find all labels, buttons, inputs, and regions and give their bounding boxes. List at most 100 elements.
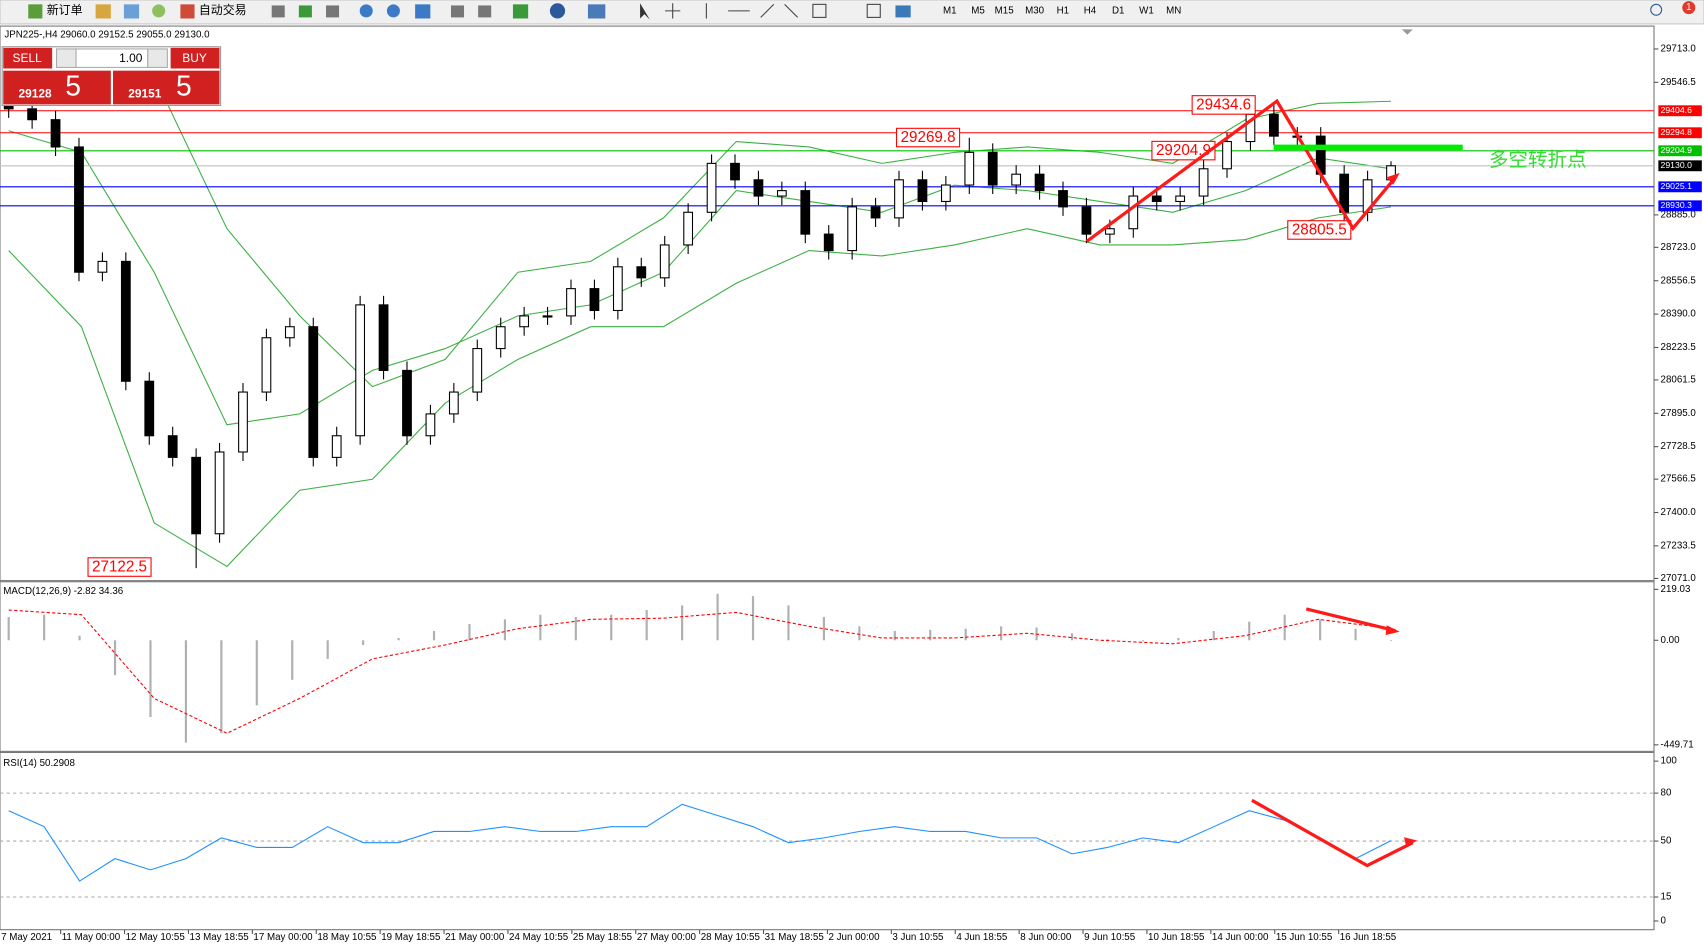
timeframe-button[interactable]: M30 bbox=[1025, 5, 1045, 16]
level-tag bbox=[1658, 105, 1702, 117]
tool-icon[interactable] bbox=[866, 3, 881, 18]
candle-body bbox=[1128, 195, 1139, 230]
x-tick-label: 7 May 2021 bbox=[1, 932, 52, 943]
y-tick-label: 27728.5 bbox=[1661, 441, 1697, 452]
price-annotation: 29434.6 bbox=[1196, 96, 1251, 113]
x-tick-label: 28 May 10:55 bbox=[701, 932, 761, 943]
level-label: 29404.6 bbox=[1661, 105, 1693, 115]
candle-body bbox=[284, 326, 295, 339]
candle-body bbox=[1011, 173, 1022, 186]
tool-icon[interactable] bbox=[512, 4, 529, 19]
new-order-button[interactable]: 新订单 bbox=[47, 2, 83, 17]
level-label: 28930.3 bbox=[1661, 200, 1693, 210]
level-label: 29204.9 bbox=[1661, 145, 1693, 155]
y-tick-label: 27895.0 bbox=[1661, 408, 1697, 419]
x-tick-label: 21 May 00:00 bbox=[445, 932, 505, 943]
candle-body bbox=[472, 348, 483, 393]
y-tick-label: 28556.5 bbox=[1661, 275, 1697, 286]
tool-icon[interactable] bbox=[326, 5, 340, 18]
price-annotation: 27122.5 bbox=[92, 559, 147, 576]
search-icon[interactable] bbox=[1650, 3, 1663, 16]
tool-icon[interactable] bbox=[415, 4, 431, 19]
level-tag bbox=[1658, 200, 1702, 212]
candle-body bbox=[1268, 113, 1279, 137]
tool-icon[interactable] bbox=[705, 3, 799, 19]
timeframe-button[interactable]: MN bbox=[1166, 5, 1181, 16]
volume-up[interactable] bbox=[147, 48, 168, 68]
candle-body bbox=[987, 151, 998, 186]
candle-body bbox=[1081, 206, 1092, 235]
x-tick-label: 16 Jun 18:55 bbox=[1340, 932, 1397, 943]
buy-button[interactable] bbox=[170, 47, 220, 69]
price-annotation: 28805.5 bbox=[1292, 222, 1347, 239]
auto-trading-icon[interactable] bbox=[180, 4, 195, 19]
sell-price: 29128 bbox=[18, 87, 52, 101]
buy-price-button[interactable] bbox=[113, 70, 220, 105]
candle-body bbox=[1034, 173, 1045, 192]
candle-body bbox=[27, 108, 38, 121]
candle-body bbox=[566, 288, 576, 317]
sell-price-button[interactable] bbox=[3, 70, 111, 105]
x-tick-label: 13 May 18:55 bbox=[190, 932, 250, 943]
candle-body bbox=[214, 451, 225, 535]
tool-icon[interactable] bbox=[359, 4, 373, 18]
tool-icon[interactable] bbox=[812, 3, 827, 18]
tool-icon[interactable] bbox=[386, 4, 400, 18]
candle-body bbox=[589, 288, 600, 312]
volume-down[interactable] bbox=[55, 48, 77, 68]
tool-icon[interactable] bbox=[549, 3, 566, 19]
level-label: 29294.8 bbox=[1661, 127, 1693, 137]
candle-body bbox=[659, 244, 670, 279]
x-tick-label: 2 Jun 00:00 bbox=[829, 932, 881, 943]
rsi-title: RSI(14) 50.2908 bbox=[3, 758, 75, 769]
tool-icon[interactable] bbox=[123, 4, 140, 19]
x-tick-label: 17 May 00:00 bbox=[253, 932, 313, 943]
candle-body bbox=[1175, 195, 1186, 203]
price-annotation: 29204.9 bbox=[1156, 142, 1211, 159]
tool-icon[interactable] bbox=[478, 5, 492, 18]
y-tick-label: 27400.0 bbox=[1661, 507, 1697, 518]
candle-body bbox=[823, 233, 834, 252]
candle-body bbox=[964, 151, 975, 186]
candle-body bbox=[261, 337, 272, 393]
timeframe-button[interactable]: H1 bbox=[1057, 5, 1069, 16]
tool-icon[interactable] bbox=[665, 3, 681, 19]
timeframe-button[interactable]: H4 bbox=[1084, 5, 1097, 16]
tool-icon[interactable] bbox=[450, 5, 465, 18]
x-tick-label: 27 May 00:00 bbox=[637, 932, 697, 943]
tool-icon[interactable] bbox=[95, 4, 111, 19]
y-tick-label: 29546.5 bbox=[1661, 77, 1697, 88]
candle-body bbox=[1104, 228, 1115, 235]
candle-body bbox=[636, 266, 647, 279]
y-tick-label: -449.71 bbox=[1661, 739, 1694, 750]
x-tick-label: 11 May 00:00 bbox=[62, 932, 121, 943]
notification-badge[interactable] bbox=[1682, 1, 1696, 15]
auto-trading-button[interactable]: 自动交易 bbox=[199, 2, 247, 17]
sell-button[interactable] bbox=[3, 47, 53, 69]
timeframe-button[interactable]: M15 bbox=[995, 5, 1015, 16]
timeframe-button[interactable]: D1 bbox=[1112, 5, 1124, 16]
level-label: 29025.1 bbox=[1661, 181, 1693, 191]
price-annotation-box bbox=[87, 557, 152, 577]
candle-body bbox=[448, 391, 459, 415]
arrow-head bbox=[1404, 837, 1418, 848]
tool-icon[interactable] bbox=[587, 4, 606, 19]
tool-icon[interactable] bbox=[152, 4, 166, 18]
timeframe-button[interactable]: W1 bbox=[1139, 5, 1154, 16]
candle-body bbox=[167, 435, 178, 458]
x-tick-label: 18 May 10:55 bbox=[317, 932, 377, 943]
y-tick-label: 15 bbox=[1661, 892, 1672, 903]
tool-icon[interactable] bbox=[271, 5, 285, 18]
y-tick-label: 28061.5 bbox=[1661, 375, 1697, 386]
timeframe-button[interactable]: M1 bbox=[943, 5, 957, 16]
tool-icon[interactable] bbox=[895, 5, 911, 18]
candle-body bbox=[870, 206, 881, 219]
timeframe-button[interactable]: M5 bbox=[971, 5, 985, 16]
new-order-icon[interactable] bbox=[28, 4, 43, 19]
x-tick-label: 8 Jun 00:00 bbox=[1020, 932, 1072, 943]
candle-body bbox=[612, 266, 623, 312]
candle-body bbox=[355, 304, 366, 437]
tool-icon[interactable] bbox=[298, 5, 312, 18]
